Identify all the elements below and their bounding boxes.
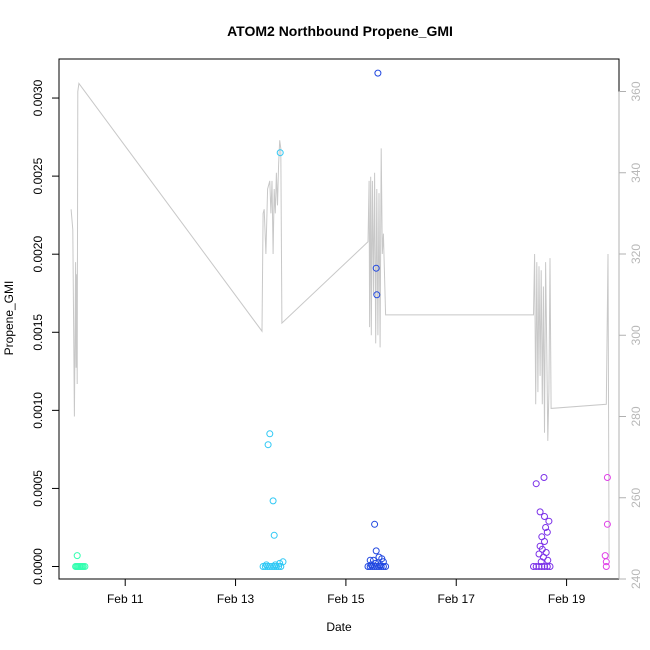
data-point-series-3 <box>366 563 374 570</box>
data-point-series-1 <box>81 563 89 570</box>
data-point-series-2 <box>262 561 270 569</box>
data-point-series-4 <box>532 480 540 488</box>
data-point-series-4 <box>546 563 554 570</box>
data-point-series-5 <box>603 474 611 481</box>
y-tick-label: 0.0015 <box>31 314 45 351</box>
chart-title: ATOM2 Northbound Propene_GMI <box>227 23 453 39</box>
data-point-series-4 <box>545 517 553 525</box>
line-layer <box>70 82 610 559</box>
data-point-series-4 <box>541 513 548 520</box>
data-point-series-3 <box>372 264 380 272</box>
x-axis-label: Date <box>326 620 352 634</box>
data-point-series-2 <box>279 558 287 566</box>
y2-tick-label: 240 <box>629 569 643 589</box>
data-point-series-2 <box>276 559 284 567</box>
data-point-series-2 <box>275 563 283 570</box>
data-point-series-5 <box>603 520 611 528</box>
x-tick-label: Feb 15 <box>327 592 365 606</box>
data-point-series-4 <box>540 474 548 481</box>
data-point-series-2 <box>259 563 267 570</box>
data-point-series-1 <box>73 552 81 560</box>
y2-tick-label: 300 <box>629 325 643 345</box>
data-point-series-2 <box>264 563 272 570</box>
y2-tick-label: 280 <box>629 406 643 426</box>
y-axis-right: 240 260 280 300 320 340 360 <box>618 81 643 589</box>
y-tick-label: 0.0005 <box>31 470 45 507</box>
y2-tick-label: 340 <box>629 162 643 182</box>
data-point-series-2 <box>276 149 284 157</box>
y-tick-label: 0.0030 <box>31 79 45 116</box>
data-point-series-3 <box>367 561 375 569</box>
data-point-series-3 <box>379 563 387 570</box>
data-point-series-4 <box>536 508 544 516</box>
y-tick-label: 0.0020 <box>31 236 45 273</box>
data-point-series-4 <box>542 524 550 531</box>
data-point-series-4 <box>543 563 551 570</box>
x-axis: Feb 11 Feb 13 Feb 15 Feb 17 Feb 19 <box>107 578 586 606</box>
data-point-series-3 <box>372 559 380 567</box>
data-point-series-2 <box>270 531 278 539</box>
data-point-series-4 <box>544 556 552 564</box>
data-point-series-2 <box>271 561 279 569</box>
x-tick-label: Feb 11 <box>107 592 144 606</box>
data-point-series-4 <box>541 538 548 545</box>
data-point-series-4 <box>543 528 551 536</box>
data-point-series-2 <box>264 441 272 449</box>
y-tick-label: 0.0010 <box>31 392 45 429</box>
y-axis-left: 0.0000 0.0005 0.0010 0.0015 0.0020 0.0025 0.00… <box>31 79 60 585</box>
data-point-series-3 <box>376 561 384 569</box>
y-tick-label: 0.0000 <box>31 548 45 585</box>
line-series-right-axis <box>70 82 610 559</box>
data-point-series-5 <box>602 563 610 570</box>
data-point-series-2 <box>270 563 278 570</box>
x-tick-label: Feb 19 <box>548 592 586 606</box>
data-point-series-2 <box>269 497 277 505</box>
data-point-series-3 <box>371 520 379 528</box>
data-point-series-3 <box>374 69 382 77</box>
y-tick-label: 0.0025 <box>31 157 45 194</box>
data-point-series-3 <box>372 547 380 555</box>
data-point-series-2 <box>266 430 274 438</box>
data-point-series-5 <box>602 558 610 566</box>
y2-tick-label: 260 <box>629 487 643 507</box>
data-point-series-5 <box>601 552 609 560</box>
y-axis-label: Propene_GMI <box>2 281 16 356</box>
data-point-series-3 <box>373 291 381 299</box>
data-point-series-3 <box>377 563 385 570</box>
x-tick-label: Feb 17 <box>438 592 476 606</box>
data-point-series-2 <box>261 563 269 570</box>
point-layer <box>72 69 611 570</box>
data-point-series-3 <box>364 563 372 570</box>
y2-tick-label: 360 <box>629 81 643 101</box>
x-tick-label: Feb 13 <box>217 592 255 606</box>
y2-tick-label: 320 <box>629 244 643 264</box>
